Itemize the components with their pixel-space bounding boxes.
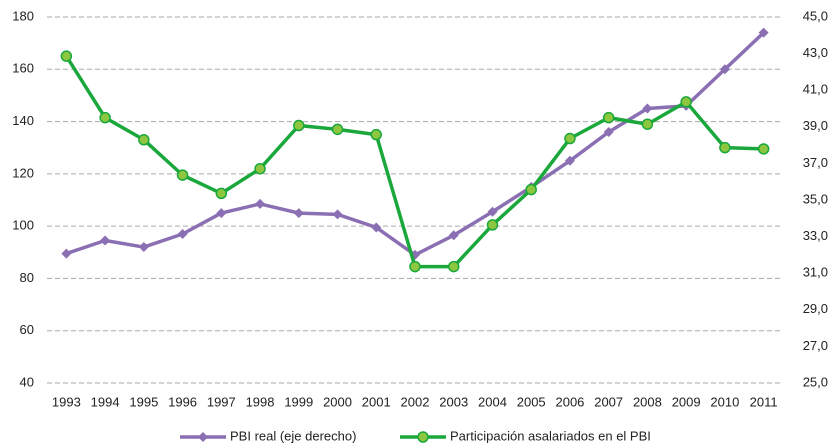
marker xyxy=(758,27,769,38)
x-tick-label: 2000 xyxy=(323,394,352,409)
marker xyxy=(486,219,499,231)
y-tick-label: 120 xyxy=(12,165,34,180)
marker xyxy=(216,208,227,219)
marker xyxy=(757,143,770,155)
marker xyxy=(719,141,731,154)
marker xyxy=(138,242,149,253)
x-tick-label: 2004 xyxy=(478,394,507,409)
y2-tick-label: 45,0 xyxy=(803,8,828,23)
y2-tick-label: 35,0 xyxy=(803,191,828,206)
series xyxy=(61,27,769,260)
legend-label: PBI real (eje derecho) xyxy=(230,428,356,443)
x-tick-label: 2002 xyxy=(401,394,430,409)
x-tick-label: 2007 xyxy=(594,394,623,409)
x-tick-label: 2010 xyxy=(710,394,739,409)
x-tick-label: 2009 xyxy=(672,394,701,409)
y2-tick-label: 31,0 xyxy=(803,265,828,280)
marker xyxy=(409,260,421,273)
marker xyxy=(176,169,189,181)
x-tick-label: 2003 xyxy=(439,394,468,409)
series-line xyxy=(65,31,765,257)
series-line xyxy=(64,55,764,269)
x-tick-label: 2006 xyxy=(555,394,584,409)
marker xyxy=(331,123,344,136)
x-tick-label: 1994 xyxy=(91,394,120,409)
marker xyxy=(602,111,615,124)
x-tick-label: 2011 xyxy=(750,394,778,409)
marker xyxy=(525,183,537,196)
marker xyxy=(332,209,343,220)
marker xyxy=(641,118,654,130)
legend-marker xyxy=(198,432,208,442)
y2-tick-label: 37,0 xyxy=(803,155,828,170)
marker xyxy=(447,260,460,273)
series xyxy=(60,50,770,273)
legend-label: Participación asalariados en el PBI xyxy=(450,428,651,443)
y-tick-label: 140 xyxy=(12,113,34,128)
x-tick-label: 1993 xyxy=(52,394,81,409)
x-tick-label: 2001 xyxy=(362,394,391,409)
marker xyxy=(215,187,228,200)
y2-tick-label: 33,0 xyxy=(803,228,828,243)
marker xyxy=(100,235,111,246)
y2-tick-label: 27,0 xyxy=(803,338,828,353)
marker xyxy=(177,228,188,239)
y-tick-label: 180 xyxy=(12,8,34,23)
y2-tick-label: 39,0 xyxy=(803,118,828,133)
marker xyxy=(60,50,73,62)
marker xyxy=(61,248,72,259)
x-tick-label: 1995 xyxy=(129,394,158,409)
x-tick-label: 1996 xyxy=(168,394,197,409)
marker xyxy=(371,222,382,233)
marker xyxy=(99,111,111,124)
y-tick-label: 40 xyxy=(20,374,34,389)
y-tick-label: 160 xyxy=(12,61,34,76)
legend-marker xyxy=(417,431,429,443)
marker xyxy=(564,155,575,166)
marker xyxy=(138,134,150,146)
marker xyxy=(293,208,304,219)
marker xyxy=(255,198,266,209)
y-tick-label: 80 xyxy=(20,270,34,285)
y2-tick-label: 25,0 xyxy=(803,374,828,389)
marker xyxy=(564,132,576,145)
y-tick-label: 60 xyxy=(20,322,34,337)
marker xyxy=(642,103,653,114)
marker xyxy=(370,128,383,141)
marker xyxy=(254,162,266,175)
marker xyxy=(487,206,498,217)
x-tick-label: 1999 xyxy=(284,394,313,409)
x-tick-label: 1997 xyxy=(207,394,236,409)
x-tick-label: 2008 xyxy=(633,394,662,409)
x-tick-label: 1998 xyxy=(246,394,275,409)
marker xyxy=(448,230,459,241)
marker xyxy=(603,127,614,138)
y2-tick-label: 41,0 xyxy=(803,82,828,97)
marker xyxy=(719,64,730,75)
y2-tick-label: 43,0 xyxy=(803,45,828,60)
marker xyxy=(680,96,692,108)
x-tick-label: 2005 xyxy=(517,394,546,409)
marker xyxy=(293,119,305,132)
y2-tick-label: 29,0 xyxy=(803,301,828,316)
y-tick-label: 100 xyxy=(12,218,34,233)
